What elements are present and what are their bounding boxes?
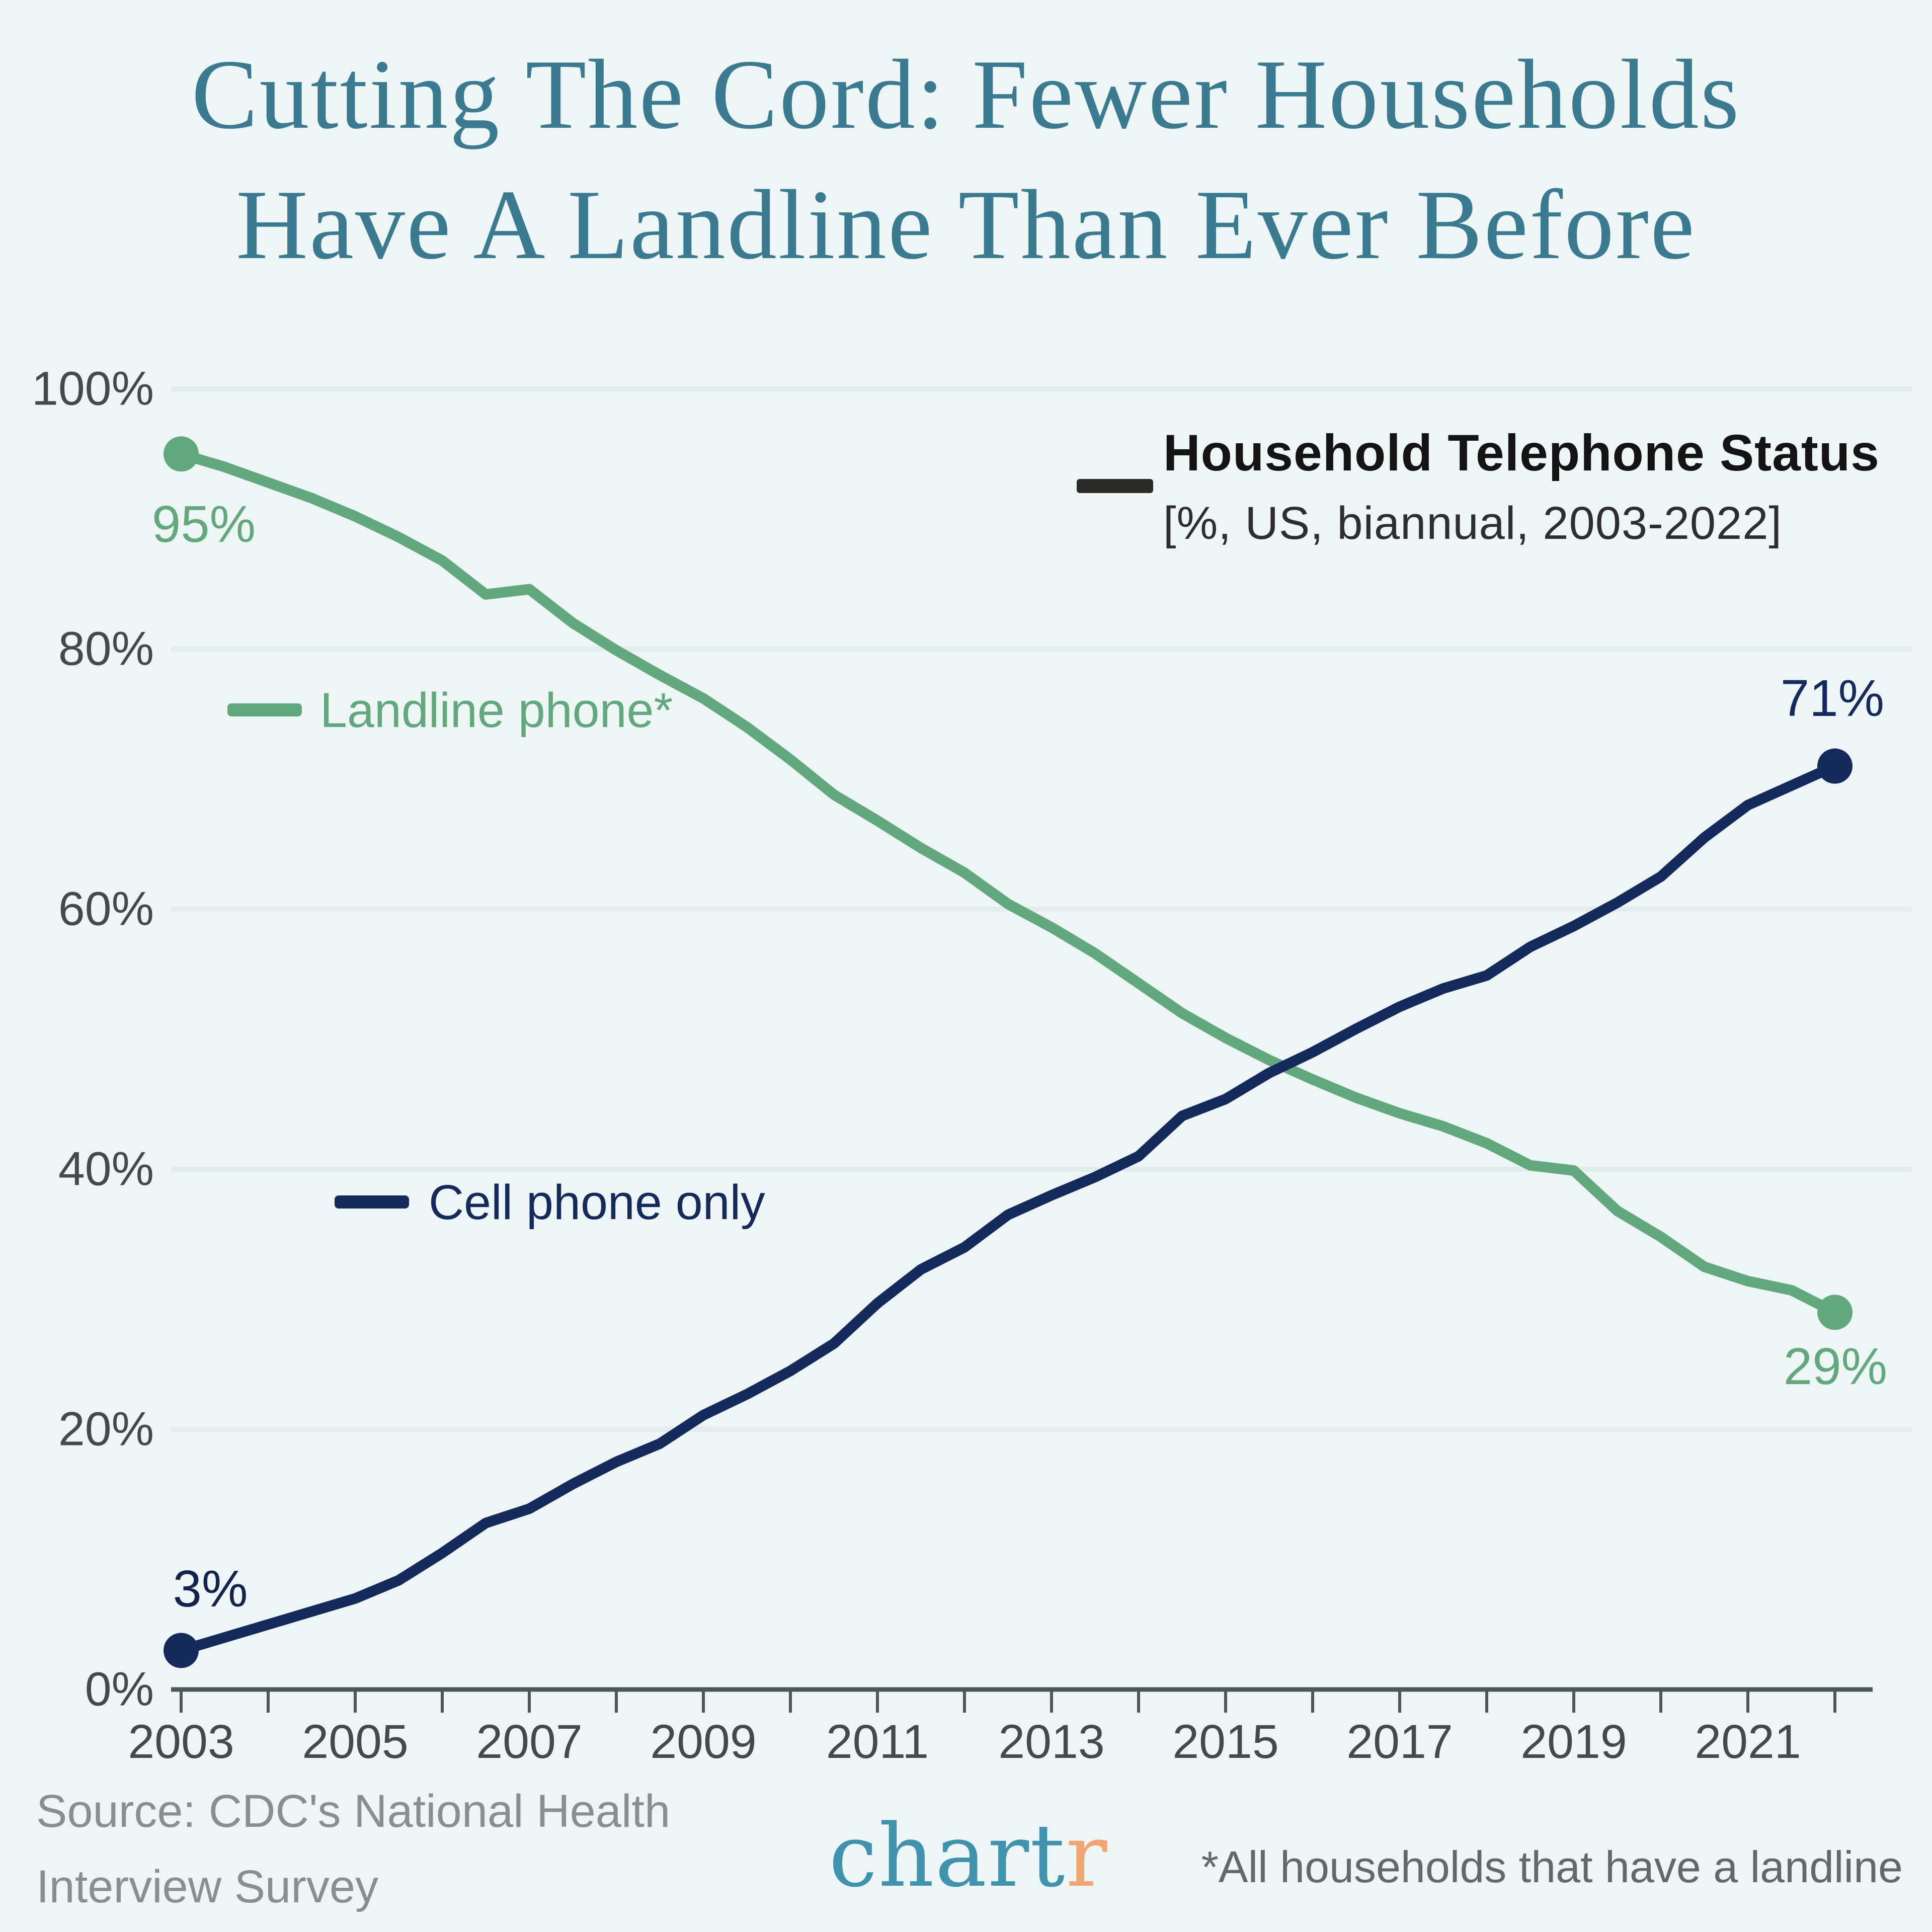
cell-series-label: Cell phone only [429,1175,765,1230]
x-axis-label-2013: 2013 [998,1715,1105,1768]
x-axis-label-2015: 2015 [1172,1715,1279,1768]
chart-title: Cutting The Cord: Fewer Households Have … [0,29,1932,290]
cell-start-value-label: 3% [173,1560,248,1618]
y-axis-label-0: 0% [85,1662,154,1716]
y-axis-label-40: 40% [58,1142,154,1196]
series-end-dot [1817,1295,1853,1330]
series-start-dot [164,436,199,472]
y-axis-label-60: 60% [58,882,154,936]
series-line-cell [176,761,1840,1656]
x-axis-label-2005: 2005 [302,1715,409,1768]
chartr-logo: chartr [829,1805,1108,1906]
source-text-line2: Interview Survey [36,1861,379,1912]
landline-end-value-label: 29% [1783,1337,1888,1395]
cell-end-value-label: 71% [1780,669,1885,727]
x-axis-label-2007: 2007 [476,1715,583,1768]
landline-start-value-label: 95% [151,495,256,553]
x-axis-label-2019: 2019 [1520,1715,1627,1768]
x-axis-label-2003: 2003 [128,1715,234,1768]
x-axis-label-2011: 2011 [826,1715,929,1768]
x-axis-label-2009: 2009 [650,1715,757,1768]
x-axis-label-2021: 2021 [1695,1715,1801,1768]
series-line-landline [176,448,1840,1318]
chartr-logo-teal-part: chart [829,1805,1066,1906]
footnote-text: *All households that have a landline [1201,1842,1903,1892]
chart-title-line2: Have A Landline Than Ever Before [236,170,1696,280]
landline-series-label: Landline phone* [320,683,673,738]
legend-subtitle: [%, US, biannual, 2003-2022] [1163,498,1782,549]
y-axis-label-20: 20% [58,1402,154,1456]
source-text-line1: Source: CDC's National Health [36,1786,671,1837]
series-start-dot [164,1633,199,1668]
chart-title-line1: Cutting The Cord: Fewer Households [191,39,1741,149]
cell-series-dash-icon [335,1195,409,1209]
y-axis-label-80: 80% [58,622,154,676]
x-axis-label-2017: 2017 [1346,1715,1453,1768]
chartr-logo-orange-part: r [1066,1805,1108,1906]
legend-title: Household Telephone Status [1163,424,1880,481]
series-end-dot [1817,748,1853,784]
y-axis-label-100: 100% [32,362,154,416]
landline-series-dash-icon [227,703,302,716]
legend-dash-icon [1077,479,1153,493]
